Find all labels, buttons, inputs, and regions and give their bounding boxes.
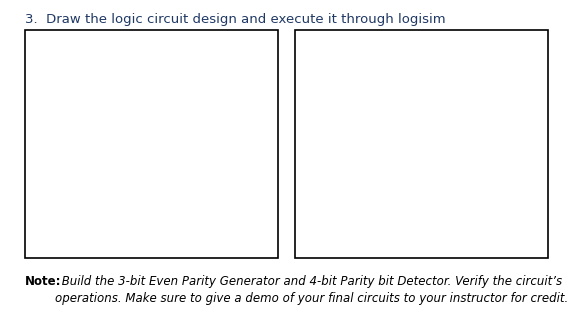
Bar (25, 30, 278, 258)
Text: Build the 3-bit Even Parity Generator and 4-bit Parity bit Detector. Verify the : Build the 3-bit Even Parity Generator an… (58, 275, 562, 288)
Text: operations. Make sure to give a demo of your final circuits to your instructor f: operations. Make sure to give a demo of … (25, 292, 568, 305)
Bar (295, 30, 548, 258)
Text: Note:: Note: (25, 275, 62, 288)
Text: 3.  Draw the logic circuit design and execute it through logisim: 3. Draw the logic circuit design and exe… (25, 13, 445, 26)
